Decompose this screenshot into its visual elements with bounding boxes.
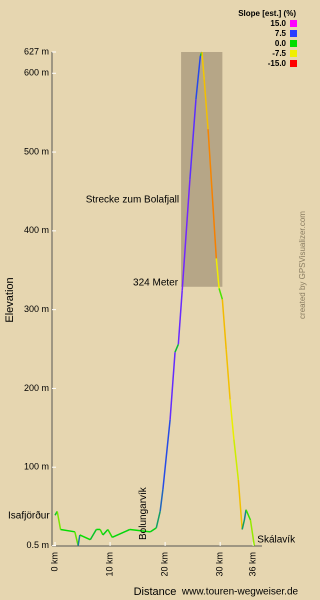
- y-tick-label: 600 m: [24, 68, 49, 78]
- elevation-segment: [181, 179, 191, 291]
- x-tick-label: 36 km: [248, 552, 258, 577]
- chart: Distance www.touren-wegweiser.de Elevati…: [4, 9, 307, 598]
- legend-label: 0.0: [275, 39, 287, 48]
- elevation-segment: [233, 439, 240, 480]
- y-tick-label: 300 m: [24, 304, 49, 314]
- side-credit: created by GPSVisualizer.com: [298, 211, 307, 319]
- legend-swatch: [290, 60, 297, 67]
- elevation-segment: [159, 489, 164, 512]
- elevation-segment: [225, 349, 231, 400]
- elevation-segment: [107, 529, 113, 538]
- x-tick-label: 0 km: [49, 552, 59, 572]
- elevation-segment: [77, 534, 81, 546]
- legend-swatch: [290, 30, 297, 37]
- y-tick-label: 0.5 m: [26, 540, 49, 550]
- elevation-segment: [221, 299, 227, 350]
- elevation-segment: [155, 511, 161, 529]
- credit: www.touren-wegweiser.de: [181, 587, 299, 598]
- elevation-segment: [56, 511, 62, 530]
- elevation-segment: [129, 528, 151, 533]
- elevation-segment: [111, 528, 131, 539]
- elevation-segment: [174, 344, 180, 353]
- elevation-segment: [189, 99, 197, 180]
- elevation-segment: [60, 528, 75, 533]
- elevation-segment: [218, 288, 224, 300]
- elevation-segment: [149, 527, 157, 533]
- elevation-segment: [245, 509, 252, 521]
- legend-swatch: [290, 20, 297, 27]
- place-label: Skálavík: [257, 535, 296, 546]
- elevation-segment: [177, 290, 183, 345]
- elevation-segment: [99, 529, 104, 536]
- elevation-segment: [211, 189, 218, 259]
- elevation-segment: [74, 531, 79, 546]
- legend-label: -15.0: [268, 59, 287, 68]
- place-label: Bolungarvík: [138, 486, 149, 540]
- elevation-segment: [169, 352, 176, 420]
- elevation-segment: [243, 509, 247, 521]
- elevation-segment: [241, 519, 246, 530]
- y-tick-label: 627 m: [24, 46, 49, 56]
- elevation-segment: [249, 519, 256, 546]
- legend-label: 7.5: [275, 29, 287, 38]
- elevation-segment: [89, 529, 97, 541]
- legend-title: Slope [est.] (%): [238, 9, 296, 18]
- y-tick-label: 500 m: [24, 146, 49, 156]
- x-tick-label: 20 km: [159, 552, 169, 577]
- elevation-segment: [102, 528, 109, 536]
- elevation-segment: [237, 479, 243, 530]
- legend-label: 15.0: [270, 19, 286, 28]
- y-tick-label: 200 m: [24, 383, 49, 393]
- y-axis-title: Elevation: [4, 277, 16, 322]
- place-label: Isafjörður: [8, 510, 50, 522]
- y-tick-label: 400 m: [24, 225, 49, 235]
- x-axis-title: Distance: [134, 586, 177, 598]
- highlight-height-label: 324 Meter: [133, 277, 179, 288]
- legend-swatch: [290, 40, 297, 47]
- elevation-segment: [207, 129, 213, 190]
- elevation-segment: [195, 55, 202, 100]
- elevation-segment: [229, 399, 235, 440]
- elevation-segment: [215, 258, 220, 289]
- elevation-segment: [201, 51, 205, 80]
- x-tick-label: 30 km: [215, 552, 225, 577]
- legend-swatch: [290, 50, 297, 57]
- legend-label: -7.5: [272, 49, 286, 58]
- elevation-segment: [203, 79, 209, 130]
- highlight-label: Strecke zum Bolafjall: [86, 195, 179, 206]
- y-tick-label: 100 m: [24, 462, 49, 472]
- elevation-segment: [79, 534, 91, 541]
- elevation-segment: [162, 419, 171, 490]
- x-tick-label: 10 km: [104, 552, 114, 577]
